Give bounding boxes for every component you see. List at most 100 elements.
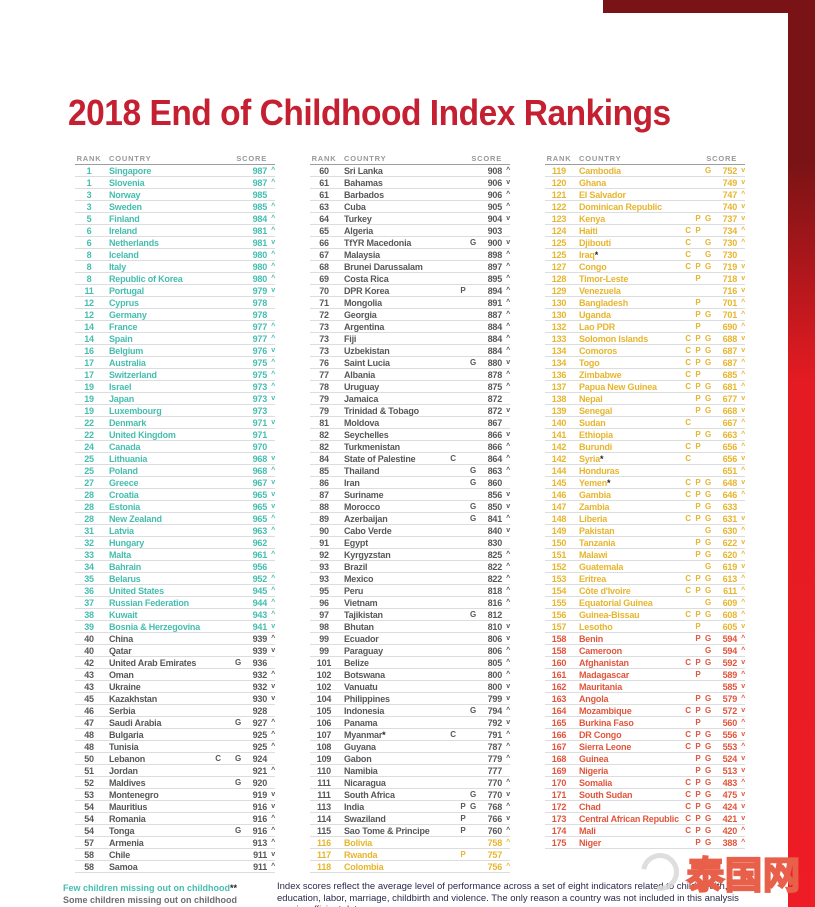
table-row: 104 Philippines 799 v xyxy=(310,693,510,705)
score-cell: 822 xyxy=(487,573,503,584)
table-row: 124 Haiti C P 734 ^ xyxy=(545,225,745,237)
flag-c: C xyxy=(685,706,691,715)
trend-up-icon: ^ xyxy=(506,191,510,198)
country-cell: Kyrgyzstan xyxy=(344,549,391,560)
table-row: 51 Jordan 921 ^ xyxy=(75,765,275,777)
score-cell: 980 xyxy=(252,261,268,272)
score-cell: 979 xyxy=(252,285,268,296)
rank-cell: 172 xyxy=(551,801,567,812)
trend-down-icon: v xyxy=(506,359,510,366)
table-row: 73 Uzbekistan 884 ^ xyxy=(310,345,510,357)
rank-cell: 52 xyxy=(84,777,94,788)
trend-down-icon: v xyxy=(741,167,745,174)
table-row: 17 Switzerland 975 ^ xyxy=(75,369,275,381)
country-note: * xyxy=(600,453,604,464)
rank-cell: 127 xyxy=(551,261,567,272)
table-row: 54 Tonga G 916 ^ xyxy=(75,825,275,837)
trend-up-icon: ^ xyxy=(741,227,745,234)
rank-cell: 81 xyxy=(319,417,329,428)
table-row: 88 Morocco G 850 v xyxy=(310,501,510,513)
table-row: 91 Egypt 830 xyxy=(310,537,510,549)
ranking-column-3: RANK COUNTRY SCORE 119 Cambodia G 752 v 120 Ghana… xyxy=(545,152,745,873)
country-cell: Brazil xyxy=(344,561,368,572)
country-cell: Turkmenistan xyxy=(344,441,400,452)
rank-cell: 130 xyxy=(551,309,567,320)
country-cell: Mongolia xyxy=(344,297,382,308)
score-cell: 787 xyxy=(487,741,503,752)
table-row: 134 Comoros C P G 687 v xyxy=(545,345,745,357)
score-cell: 962 xyxy=(252,537,268,548)
score-cell: 921 xyxy=(252,765,268,776)
rank-cell: 72 xyxy=(319,309,329,320)
country-cell: Benin xyxy=(579,633,604,644)
score-cell: 777 xyxy=(487,765,503,776)
country-cell: Panama xyxy=(344,717,378,728)
country-cell: Syria* xyxy=(579,453,604,464)
country-cell: Nigeria xyxy=(579,765,609,776)
table-row: 165 Burkina Faso P 560 ^ xyxy=(545,717,745,729)
rank-cell: 45 xyxy=(84,693,94,704)
country-cell: Maldives xyxy=(109,777,146,788)
trend-up-icon: ^ xyxy=(271,575,275,582)
table-row: 60 Sri Lanka 908 ^ xyxy=(310,165,510,177)
country-cell: Uruguay xyxy=(344,381,380,392)
flag-c: C xyxy=(685,382,691,391)
trend-down-icon: v xyxy=(741,791,745,798)
trend-down-icon: v xyxy=(506,635,510,642)
legend-few-label: Few children missing out on childhood xyxy=(63,883,231,893)
country-cell: Fiji xyxy=(344,333,357,344)
rank-cell: 8 xyxy=(86,261,92,272)
score-cell: 421 xyxy=(722,813,738,824)
score-cell: 932 xyxy=(252,681,268,692)
trend-up-icon: ^ xyxy=(506,311,510,318)
trend-up-icon: ^ xyxy=(271,467,275,474)
rank-cell: 145 xyxy=(551,477,567,488)
score-cell: 916 xyxy=(252,813,268,824)
score-cell: 841 xyxy=(487,513,503,524)
country-header: COUNTRY xyxy=(109,153,152,163)
country-cell: Haiti xyxy=(579,225,598,236)
score-cell: 941 xyxy=(252,621,268,632)
rank-cell: 68 xyxy=(319,261,329,272)
rank-cell: 140 xyxy=(551,417,567,428)
rank-cell: 162 xyxy=(551,681,567,692)
rank-cell: 28 xyxy=(84,513,94,524)
flag-g: G xyxy=(704,490,712,499)
country-header: COUNTRY xyxy=(344,153,387,163)
table-row: 130 Bangladesh P 701 ^ xyxy=(545,297,745,309)
flag-c: C xyxy=(215,754,221,763)
score-cell: 973 xyxy=(252,405,268,416)
table-row: 109 Gabon 779 ^ xyxy=(310,753,510,765)
trend-down-icon: v xyxy=(741,407,745,414)
trend-down-icon: v xyxy=(741,479,745,486)
score-cell: 981 xyxy=(252,237,268,248)
table-row: 87 Suriname 856 v xyxy=(310,489,510,501)
flag-p: P xyxy=(695,322,701,331)
trend-down-icon: v xyxy=(506,695,510,702)
country-cell: Rwanda xyxy=(344,849,378,860)
score-cell: 792 xyxy=(487,717,503,728)
table-row: 36 United States 945 ^ xyxy=(75,585,275,597)
country-cell: Madagascar xyxy=(579,669,630,680)
table-row: 166 DR Congo C P G 556 v xyxy=(545,729,745,741)
table-row: 19 Israel 973 ^ xyxy=(75,381,275,393)
country-cell: Paraguay xyxy=(344,645,383,656)
score-cell: 589 xyxy=(722,669,738,680)
score-cell: 866 xyxy=(487,429,503,440)
flag-g: G xyxy=(704,538,712,547)
country-cell: Zambia xyxy=(579,501,610,512)
country-cell: Portugal xyxy=(109,285,144,296)
table-row: 61 Barbados 906 ^ xyxy=(310,189,510,201)
rank-cell: 24 xyxy=(84,441,94,452)
score-cell: 646 xyxy=(722,489,738,500)
country-cell: Angola xyxy=(579,693,609,704)
trend-down-icon: v xyxy=(741,755,745,762)
rank-cell: 90 xyxy=(319,525,329,536)
country-cell: DPR Korea xyxy=(344,285,390,296)
flag-p: P xyxy=(695,826,701,835)
table-row: 138 Nepal P G 677 v xyxy=(545,393,745,405)
score-cell: 716 xyxy=(722,285,738,296)
table-row: 25 Poland 968 ^ xyxy=(75,465,275,477)
table-row: 125 Djibouti C G 730 ^ xyxy=(545,237,745,249)
score-cell: 985 xyxy=(252,201,268,212)
